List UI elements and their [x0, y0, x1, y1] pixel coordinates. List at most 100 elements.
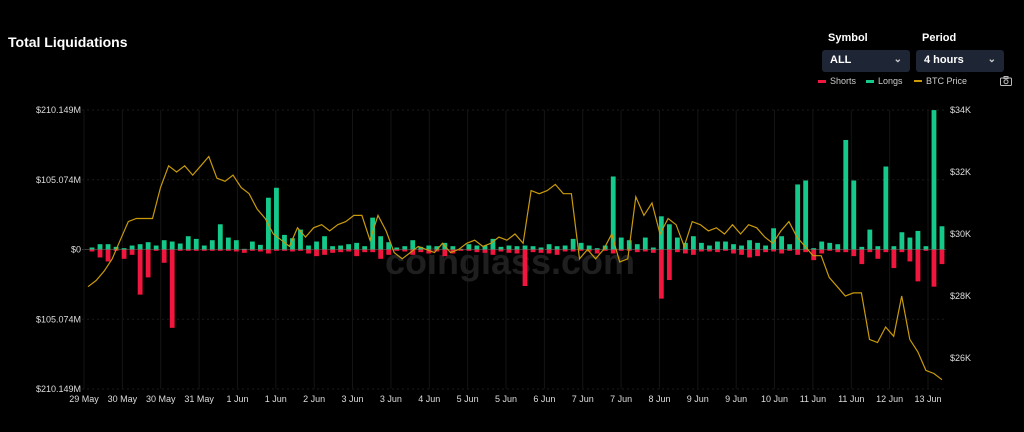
short-bar: [354, 249, 360, 257]
long-bar: [169, 241, 175, 250]
y-left-tick: $105.074M: [36, 175, 81, 185]
y-left-tick: $105.074M: [36, 314, 81, 324]
period-select[interactable]: 4 hours ⌄: [916, 50, 1004, 72]
short-bar: [658, 249, 664, 299]
short-bar: [755, 249, 760, 257]
legend-longs[interactable]: Longs: [866, 76, 903, 86]
camera-icon[interactable]: [1000, 76, 1012, 86]
long-bar: [298, 229, 303, 250]
long-bar: [193, 238, 199, 250]
short-bar: [217, 249, 223, 251]
long-bar: [89, 247, 95, 250]
short-bar: [779, 249, 785, 254]
y-right-tick: $30K: [950, 229, 971, 239]
short-bar: [514, 249, 520, 254]
long-bar: [931, 110, 937, 250]
long-bar: [249, 241, 255, 250]
short-bar: [610, 249, 616, 254]
short-bar: [378, 249, 384, 259]
symbol-label: Symbol: [828, 32, 868, 44]
long-bar: [699, 242, 704, 250]
bars: [89, 110, 945, 328]
long-bar: [763, 245, 768, 250]
long-bar: [233, 240, 239, 250]
long-bar: [915, 230, 921, 250]
long-bar: [306, 245, 311, 250]
long-bar: [434, 246, 440, 250]
short-bar: [747, 249, 752, 258]
long-bar: [674, 237, 680, 250]
x-tick: 11 Jun: [800, 394, 826, 404]
long-bar: [314, 241, 319, 250]
short-bar: [97, 249, 103, 258]
long-bar: [274, 187, 279, 250]
short-bar: [699, 249, 704, 252]
short-bar: [89, 249, 95, 252]
short-bar: [474, 249, 480, 253]
long-bar: [586, 245, 592, 250]
legend-longs-label: Longs: [878, 76, 903, 86]
short-bar: [891, 249, 897, 269]
long-bar: [923, 246, 929, 250]
short-bar: [402, 249, 408, 252]
short-bar: [570, 249, 576, 252]
short-bar: [522, 249, 528, 287]
short-bar: [562, 249, 568, 252]
long-bar: [899, 232, 905, 250]
legend-price[interactable]: BTC Price: [914, 76, 967, 86]
long-bar: [450, 246, 456, 250]
short-bar: [394, 249, 400, 251]
short-bar: [819, 249, 825, 254]
long-bar: [875, 246, 881, 250]
short-bar: [161, 249, 167, 263]
short-bar: [851, 249, 857, 257]
short-bar: [546, 249, 552, 254]
short-bar: [274, 249, 279, 251]
long-bar: [554, 246, 560, 250]
y-right-tick: $26K: [950, 353, 971, 363]
long-bar: [458, 248, 464, 250]
long-bar: [570, 238, 576, 250]
short-bar: [193, 249, 199, 251]
x-tick: 9 Jun: [725, 394, 747, 404]
short-bar: [169, 249, 175, 328]
short-bar: [691, 249, 696, 255]
short-bar: [105, 249, 111, 262]
y-right-tick: $32K: [950, 167, 971, 177]
long-bar: [843, 139, 849, 250]
short-bar: [185, 249, 191, 251]
short-bar: [362, 249, 368, 253]
short-bar: [586, 249, 592, 252]
long-bar: [819, 241, 825, 250]
short-bar: [458, 249, 464, 251]
long-bar: [907, 237, 913, 250]
short-bar: [266, 249, 271, 254]
short-bar: [225, 249, 231, 251]
long-bar: [739, 245, 744, 250]
y-right-axis: $34K $32K $30K $28K $26K: [950, 105, 971, 363]
short-bar: [739, 249, 744, 255]
long-bar: [394, 247, 400, 250]
short-bar: [506, 249, 512, 253]
symbol-select[interactable]: ALL ⌄: [822, 50, 910, 72]
short-bar: [618, 249, 624, 251]
long-bar: [217, 224, 223, 250]
short-bar: [915, 249, 921, 282]
long-bar: [618, 237, 624, 250]
short-bar: [939, 249, 945, 265]
long-bar: [666, 224, 672, 250]
long-bar: [257, 244, 263, 250]
legend-shorts[interactable]: Shorts: [818, 76, 856, 86]
long-bar: [578, 242, 584, 250]
long-bar: [209, 240, 215, 250]
x-tick: 30 May: [108, 394, 138, 404]
long-bar: [658, 216, 664, 250]
short-bar: [602, 249, 608, 251]
x-tick: 5 Jun: [495, 394, 517, 404]
x-tick: 1 Jun: [265, 394, 287, 404]
short-bar: [153, 249, 159, 251]
x-tick: 9 Jun: [687, 394, 709, 404]
x-axis: 29 May 30 May 30 May 31 May 1 Jun 1 Jun 2 Jun 3…: [69, 394, 941, 404]
long-bar: [225, 237, 231, 250]
short-bar: [298, 249, 303, 251]
